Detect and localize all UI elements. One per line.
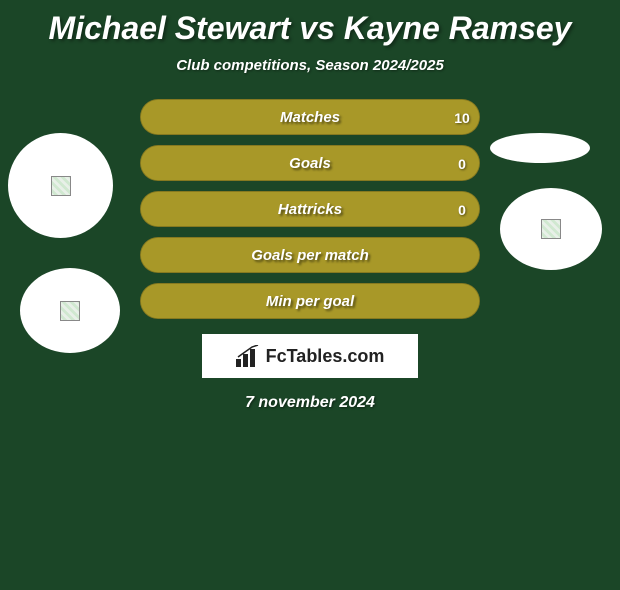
stat-label: Min per goal	[141, 284, 479, 320]
stat-value-right: 10	[447, 100, 477, 136]
stat-row: Matches10	[140, 99, 480, 135]
stat-row: Goals0	[140, 145, 480, 181]
logo-box: FcTables.com	[202, 334, 418, 378]
comparison-title: Michael Stewart vs Kayne Ramsey	[0, 10, 620, 47]
player-circle-1	[8, 133, 113, 238]
subtitle: Club competitions, Season 2024/2025	[0, 57, 620, 74]
stat-value-right: 0	[447, 146, 477, 182]
stat-row: Min per goal	[140, 283, 480, 319]
stat-row: Hattricks0	[140, 191, 480, 227]
stat-label: Goals	[141, 146, 479, 182]
bars-icon	[236, 345, 262, 367]
broken-image-icon	[541, 219, 561, 239]
stat-label: Goals per match	[141, 238, 479, 274]
broken-image-icon	[60, 301, 80, 321]
stat-row: Goals per match	[140, 237, 480, 273]
stat-label: Matches	[141, 100, 479, 136]
stat-label: Hattricks	[141, 192, 479, 228]
date-text: 7 november 2024	[0, 394, 620, 412]
stat-value-right: 0	[447, 192, 477, 228]
logo-label: FcTables.com	[266, 346, 385, 367]
logo-text: FcTables.com	[236, 345, 385, 367]
player-circle-4	[500, 188, 602, 270]
player-circle-2	[20, 268, 120, 353]
broken-image-icon	[51, 176, 71, 196]
player-circle-3	[490, 133, 590, 163]
